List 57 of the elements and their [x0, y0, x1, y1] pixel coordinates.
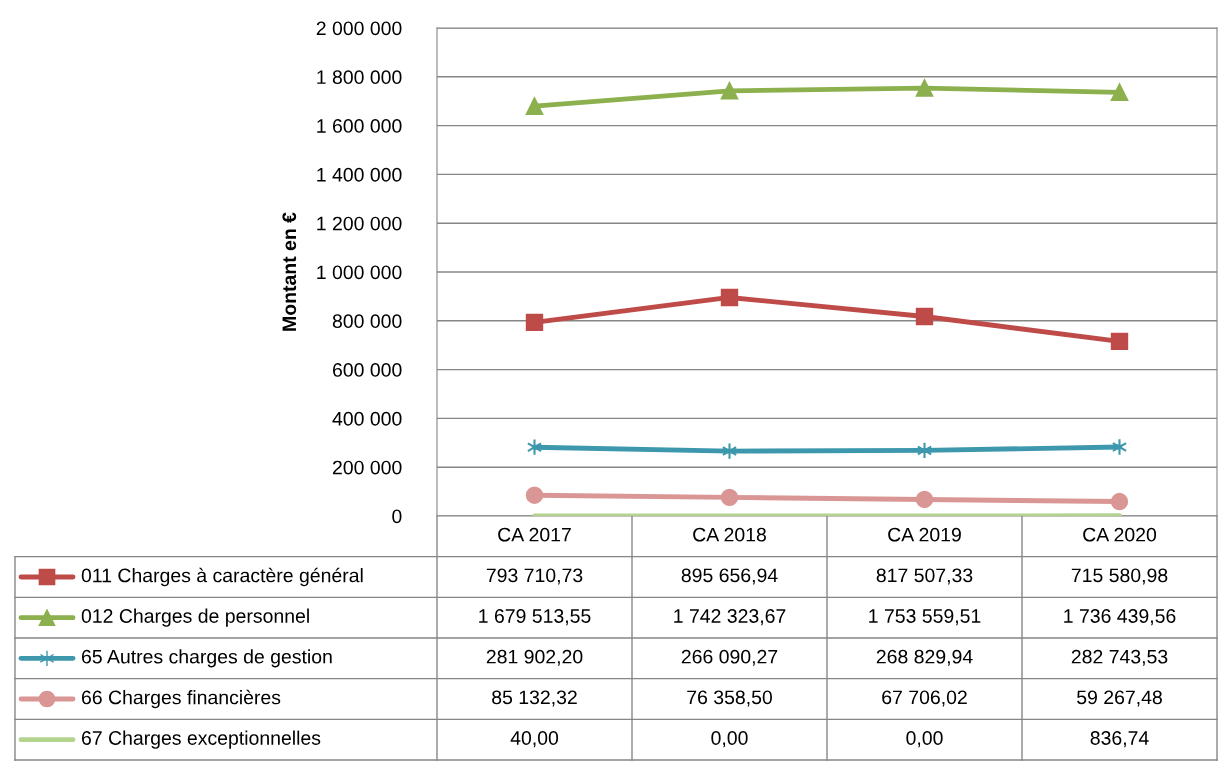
- data-label: 282 743,53: [1071, 649, 1168, 666]
- point: [1111, 438, 1128, 456]
- point: [1110, 83, 1129, 101]
- point: [916, 441, 933, 460]
- data-label: 76 358,50: [687, 690, 772, 707]
- data-label: 1 742 323,67: [674, 609, 786, 626]
- y-tick-label: 1 200 000: [317, 216, 402, 231]
- point: [525, 97, 544, 115]
- data-label: 67 706,02: [882, 690, 967, 707]
- point: [915, 490, 934, 509]
- data-label: 836,74: [1090, 731, 1149, 748]
- point: [526, 438, 543, 456]
- y-tick-label: 200 000: [332, 460, 402, 475]
- y-tick-label: 1 400 000: [317, 167, 402, 182]
- point: [720, 288, 739, 307]
- data-label: 281 902,20: [486, 649, 583, 666]
- point: [915, 307, 934, 326]
- data-label: 1 753 559,51: [869, 609, 981, 626]
- point: [720, 488, 739, 507]
- data-label: 268 829,94: [876, 649, 973, 666]
- x-tick-label: CA 2017: [498, 527, 571, 542]
- data-label: 1 736 439,56: [1064, 609, 1176, 626]
- legend-label: 65 Autres charges de gestion: [81, 649, 332, 668]
- y-tick-label: 2 000 000: [316, 21, 402, 36]
- data-label: 0,00: [906, 731, 943, 748]
- data-label: 0,00: [711, 731, 748, 748]
- data-label: 793 710,73: [486, 568, 583, 585]
- legend-label: 67 Charges exceptionnelles: [81, 730, 321, 749]
- y-tick-label: 0: [392, 509, 402, 524]
- data-label: 817 507,33: [876, 568, 973, 585]
- x-tick-label: CA 2018: [693, 527, 766, 542]
- data-label: 40,00: [510, 731, 559, 748]
- y-tick-label: 1 600 000: [317, 119, 402, 133]
- y-tick-label: 600 000: [332, 363, 402, 377]
- x-tick-label: CA 2019: [888, 527, 961, 542]
- y-tick-label: 1 800 000: [317, 70, 402, 85]
- point: [1110, 492, 1129, 511]
- data-label: 85 132,32: [492, 690, 577, 707]
- point: [721, 442, 738, 460]
- point: [525, 486, 544, 504]
- point: [915, 79, 934, 97]
- point: [720, 82, 739, 100]
- data-label: 59 267,48: [1077, 690, 1162, 707]
- point: [1110, 332, 1129, 351]
- legend-label: 012 Charges de personnel: [81, 608, 309, 627]
- data-label: 1 679 513,55: [479, 609, 591, 626]
- data-label: 715 580,98: [1071, 568, 1168, 585]
- point: [525, 313, 544, 332]
- data-label: 266 090,27: [681, 649, 778, 666]
- y-axis-title: Montant en €: [282, 212, 297, 331]
- data-label: 895 656,94: [681, 568, 778, 585]
- legend-label: 011 Charges à caractère général: [81, 567, 363, 587]
- y-tick-label: 1 000 000: [317, 265, 402, 280]
- legend-label: 66 Charges financières: [81, 689, 281, 709]
- y-tick-label: 400 000: [332, 411, 402, 426]
- x-tick-label: CA 2020: [1083, 527, 1157, 542]
- y-tick-label: 800 000: [332, 314, 402, 329]
